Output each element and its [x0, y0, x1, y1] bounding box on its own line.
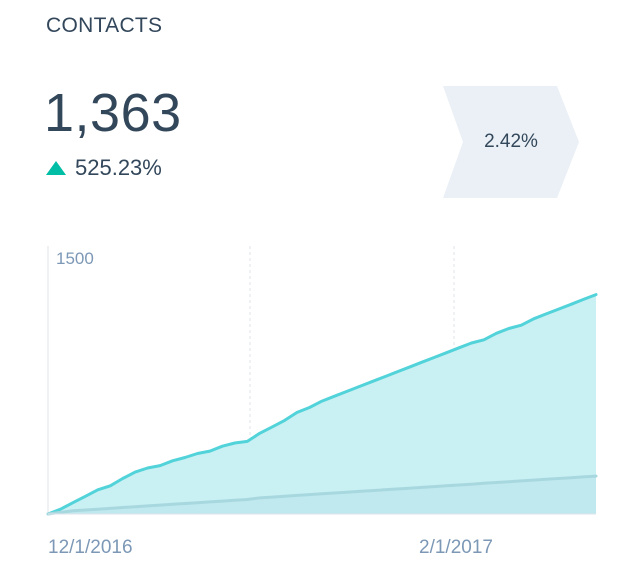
chevron-badge-shape: [443, 86, 579, 198]
up-arrow-icon: [46, 161, 66, 175]
x-tick-label: 12/1/2016: [48, 537, 133, 558]
series-line-1: [46, 293, 598, 516]
conversion-rate: 2.42%: [484, 131, 538, 152]
y-tick-label: 1500: [56, 249, 94, 268]
conversion-rate-badge: 2.42%: [443, 86, 579, 198]
section-title: CONTACTS: [46, 14, 163, 37]
series-line-2: [46, 474, 598, 516]
contacts-total: 1,363: [44, 83, 182, 143]
change-indicator: 525.23%: [46, 155, 162, 181]
series-area-1: [48, 294, 596, 514]
contacts-area-chart: 1500 12/1/2016 2/1/2017: [46, 246, 598, 558]
change-percent: 525.23%: [75, 155, 162, 180]
x-tick-label: 2/1/2017: [419, 537, 493, 558]
